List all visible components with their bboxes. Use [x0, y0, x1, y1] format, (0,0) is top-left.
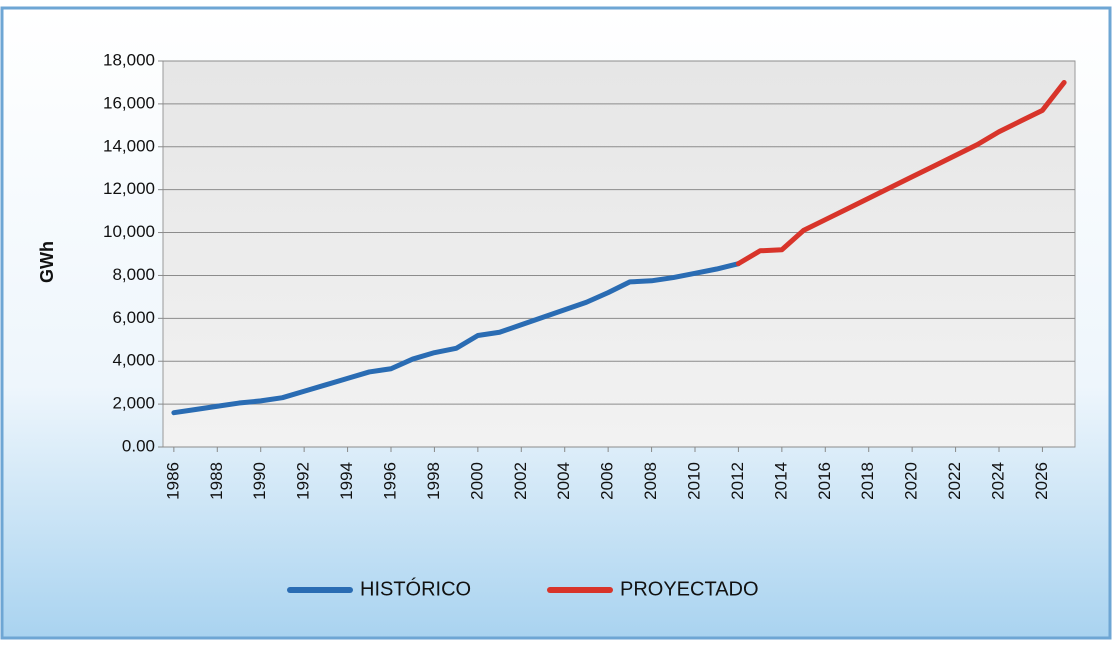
y-tick-label: 4,000 — [112, 351, 155, 370]
y-tick-label: 18,000 — [103, 50, 155, 69]
plot-area — [162, 60, 1076, 448]
y-tick-label: 12,000 — [103, 179, 155, 198]
x-tick-label: 2006 — [598, 462, 617, 500]
line-series — [171, 261, 741, 416]
y-tick-label: 8,000 — [112, 265, 155, 284]
y-tick-label: 2,000 — [112, 394, 155, 413]
x-tick-label: 2000 — [467, 462, 486, 500]
x-tick-label: 1994 — [337, 462, 356, 500]
x-tick-label: 2022 — [945, 462, 964, 500]
x-tick-label: 2018 — [858, 462, 877, 500]
x-tick-label: 2014 — [771, 462, 790, 500]
legend-label: HISTÓRICO — [360, 577, 471, 600]
y-tick-label: 14,000 — [103, 136, 155, 155]
x-tick-label: 1988 — [207, 462, 226, 500]
y-tick-label: 10,000 — [103, 222, 155, 241]
x-tick-label: 2004 — [554, 462, 573, 500]
legend-label: PROYECTADO — [620, 578, 759, 600]
y-tick-label: 16,000 — [103, 93, 155, 112]
x-tick-label: 1992 — [294, 462, 313, 500]
x-tick-label: 2020 — [902, 462, 921, 500]
x-tick-label: 2026 — [1032, 462, 1051, 500]
x-tick-label: 1986 — [163, 462, 182, 500]
line-series — [735, 79, 1067, 267]
y-axis-label: GWh — [37, 241, 57, 283]
x-tick-label: 2016 — [815, 462, 834, 500]
x-tick-label: 2002 — [511, 462, 530, 500]
x-tick-label: 1998 — [424, 462, 443, 500]
x-tick-label: 1990 — [250, 462, 269, 500]
y-tick-label: 6,000 — [112, 308, 155, 327]
y-tick-label: 0.00 — [122, 436, 155, 455]
x-tick-label: 2008 — [641, 462, 660, 500]
x-tick-label: 1996 — [380, 462, 399, 500]
x-tick-label: 2010 — [684, 462, 703, 500]
x-tick-label: 2012 — [728, 462, 747, 500]
x-tick-label: 2024 — [988, 462, 1007, 500]
